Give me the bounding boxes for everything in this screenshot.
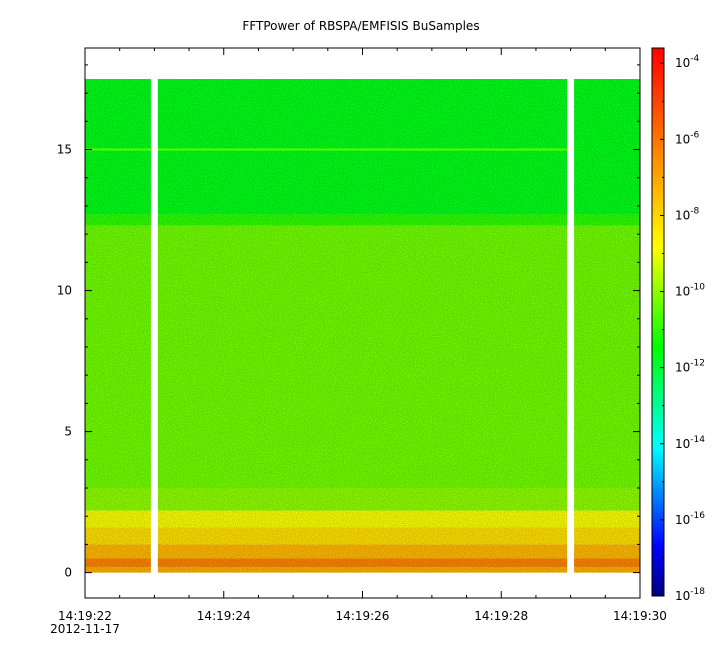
y-tick-label: 5 (64, 425, 72, 439)
colorbar-tick-label: 10-12 (675, 359, 705, 375)
colorbar-tick-label: 10-18 (675, 587, 705, 603)
colorbar-tick-label: 10-8 (675, 206, 700, 222)
x-tick-label: 14:19:22 (58, 609, 112, 623)
colorbar-gradient (651, 47, 665, 597)
colorbar-tick-label: 10-6 (675, 130, 700, 146)
chart-title: FFTPower of RBSPA/EMFISIS BuSamples (242, 19, 479, 33)
data-gap-0 (150, 48, 158, 598)
colorbar-tick-label: 10-14 (675, 435, 705, 451)
data-gap-1 (567, 48, 575, 598)
y-tick-label: 15 (57, 143, 72, 157)
x-tick-label: 14:19:30 (613, 609, 667, 623)
y-tick-label: 0 (64, 566, 72, 580)
x-tick-label: 14:19:26 (336, 609, 390, 623)
x-axis: 14:19:22 14:19:24 14:19:26 14:19:28 14:19:30… (50, 48, 667, 636)
x-date-label: 2012-11-17 (50, 622, 120, 636)
y-tick-label: 10 (57, 284, 72, 298)
colorbar-tick-label: 10-4 (675, 54, 700, 70)
colorbar: 10-18 10-16 10-14 10-12 10-10 10-8 10-6 10-4 (651, 47, 705, 603)
x-tick-label: 14:19:24 (197, 609, 251, 623)
colorbar-tick-label: 10-16 (675, 511, 705, 527)
y-axis: 0 5 10 15 (57, 64, 640, 580)
colorbar-tick-label: 10-10 (675, 283, 705, 299)
plot-area (84, 47, 641, 599)
spectrogram-texture (85, 79, 640, 573)
x-tick-label: 14:19:28 (474, 609, 528, 623)
